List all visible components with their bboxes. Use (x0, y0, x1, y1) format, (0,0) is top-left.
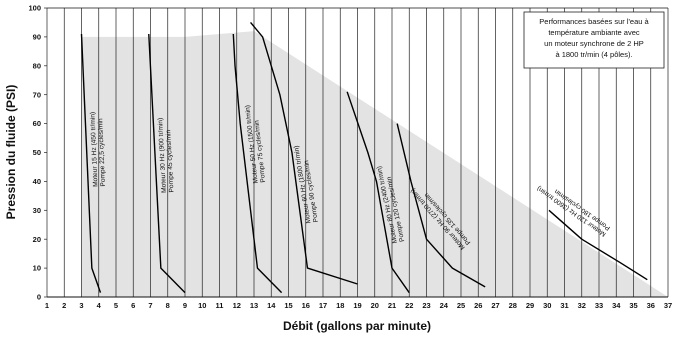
x-tick-label: 26 (474, 301, 482, 310)
y-tick-label: 60 (33, 119, 41, 128)
x-tick-label: 23 (422, 301, 430, 310)
x-tick-label: 17 (319, 301, 327, 310)
performance-note-box (523, 11, 665, 69)
x-tick-label: 12 (233, 301, 241, 310)
x-tick-label: 24 (440, 301, 449, 310)
x-tick-label: 30 (543, 301, 551, 310)
x-tick-label: 36 (647, 301, 655, 310)
curve-layer (80, 22, 648, 294)
x-tick-label: 7 (148, 301, 152, 310)
x-tick-label: 6 (131, 301, 135, 310)
x-tick-label: 5 (114, 301, 118, 310)
performance-curve-6 (396, 123, 486, 288)
performance-note-line-4: à 1800 tr/min (4 pôles). (555, 50, 632, 59)
x-tick-label: 34 (612, 301, 621, 310)
tick-label-layer: 1 2 3 4 5 6 7 8 9 10 11 12 13 14 15 16 17 18 19 20 21 22 23 24 2… (28, 4, 672, 310)
x-tick-label: 11 (216, 301, 224, 310)
y-tick-label: 20 (33, 235, 41, 244)
x-tick-label: 28 (509, 301, 517, 310)
y-tick-label: 10 (33, 264, 41, 273)
x-tick-label: 31 (560, 301, 568, 310)
curve-label-1: Moteur 15 Hz (450 tr/min)Pompe 22,5 cycl… (89, 112, 107, 187)
performance-curve-7 (548, 209, 648, 281)
x-tick-label: 25 (457, 301, 465, 310)
x-tick-label: 4 (97, 301, 102, 310)
x-axis-title: Débit (gallons par minute) (283, 319, 431, 333)
curve-label-2: Moteur 30 Hz (900 tr/min)Pompe 45 cycles… (157, 118, 175, 193)
x-tick-label: 37 (664, 301, 672, 310)
performance-note-line-1: Performances basées sur l'eau à (539, 17, 649, 26)
x-tick-label: 10 (198, 301, 206, 310)
y-tick-label: 80 (33, 61, 41, 70)
y-tick-label: 90 (33, 33, 41, 42)
x-tick-label: 9 (183, 301, 187, 310)
x-tick-label: 1 (45, 301, 49, 310)
x-tick-label: 19 (353, 301, 361, 310)
x-tick-label: 16 (302, 301, 310, 310)
performance-note-line-3: un moteur synchrone de 2 HP (544, 39, 644, 48)
x-tick-label: 18 (336, 301, 344, 310)
performance-curve-2 (148, 33, 186, 294)
x-tick-label: 33 (595, 301, 603, 310)
x-tick-label: 21 (388, 301, 396, 310)
x-tick-label: 13 (250, 301, 258, 310)
performance-curve-1 (80, 33, 102, 293)
x-tick-label: 8 (166, 301, 170, 310)
x-tick-label: 14 (267, 301, 276, 310)
y-tick-label: 70 (33, 90, 41, 99)
x-tick-label: 32 (578, 301, 586, 310)
x-tick-label: 20 (371, 301, 379, 310)
curve-label-pump: Pompe 45 cycles/min (165, 129, 175, 192)
x-tick-label: 22 (405, 301, 413, 310)
x-tick-label: 27 (491, 301, 499, 310)
x-tick-label: 2 (62, 301, 66, 310)
y-tick-label: 30 (33, 206, 41, 215)
y-tick-label: 100 (28, 4, 41, 13)
y-axis-title: Pression du fluide (PSI) (4, 85, 18, 220)
curve-label-motor: Moteur 30 Hz (900 tr/min) (157, 118, 168, 193)
curve-label-pump: Pompe 22,5 cycles/min (97, 118, 107, 187)
grid-layer (44, 7, 669, 298)
y-tick-label: 40 (33, 177, 41, 186)
y-tick-label: 50 (33, 148, 41, 157)
performance-note-line-2: température ambiante avec (548, 28, 640, 37)
x-tick-label: 15 (284, 301, 292, 310)
performance-curve-4 (250, 22, 358, 285)
performance-curve-3 (232, 33, 283, 294)
curve-label-motor: Moteur 15 Hz (450 tr/min) (89, 112, 99, 187)
x-tick-label: 29 (526, 301, 534, 310)
x-tick-label: 3 (79, 301, 83, 310)
y-tick-label: 0 (37, 293, 41, 302)
performance-curve-5 (346, 91, 410, 294)
x-tick-label: 35 (629, 301, 637, 310)
